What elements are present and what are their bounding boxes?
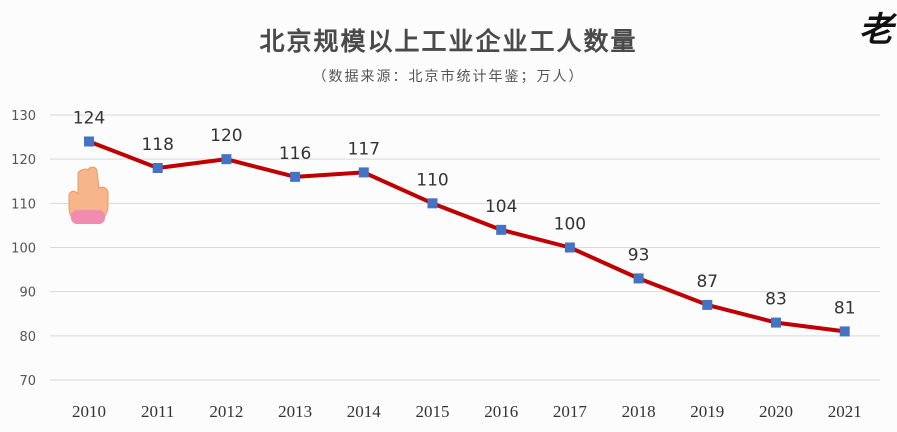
data-label: 81: [834, 298, 856, 318]
data-point: [633, 273, 644, 284]
x-tick-label: 2013: [278, 402, 312, 421]
series-workers: [88, 139, 845, 334]
data-point: [221, 154, 232, 165]
data-labels: 124 118 120 116 117 110 104 100 93 87 83 81: [73, 109, 856, 319]
series-markers: [84, 136, 850, 337]
x-tick-label: 2016: [484, 402, 518, 421]
grid-lines: [50, 114, 880, 381]
data-label: 116: [279, 144, 311, 164]
data-label: 124: [73, 109, 105, 129]
y-tick-label: 110: [11, 197, 36, 212]
chart-subtitle: （数据来源：北京市统计年鉴；万人）: [312, 69, 585, 85]
data-label: 120: [210, 126, 242, 146]
x-tick-label: 2019: [690, 402, 724, 421]
x-axis-ticks: 2010 2011 2012 2013 2014 2015 2016 2017 2018 2019…: [72, 402, 862, 421]
data-point: [839, 326, 850, 337]
data-label: 93: [628, 245, 650, 265]
corner-logo-mark: 老: [859, 10, 893, 50]
x-tick-label: 2017: [553, 402, 588, 421]
data-label: 104: [485, 197, 517, 217]
x-tick-label: 2011: [141, 402, 174, 421]
x-tick-label: 2010: [72, 402, 106, 421]
data-label: 117: [348, 139, 380, 159]
data-point: [496, 224, 507, 235]
x-tick-label: 2014: [347, 402, 382, 421]
y-tick-label: 130: [11, 109, 36, 124]
y-tick-label: 100: [11, 242, 36, 257]
series-line: [88, 139, 845, 334]
x-tick-label: 2018: [622, 402, 656, 421]
y-tick-label: 70: [19, 374, 36, 389]
y-tick-label: 90: [19, 286, 36, 301]
data-point: [84, 136, 94, 147]
pointing-hand-icon: [68, 166, 109, 224]
y-axis-ticks: 70 80 90 100 110 120 130: [11, 109, 36, 389]
data-point: [702, 299, 713, 310]
data-point: [427, 198, 438, 209]
data-label: 83: [765, 290, 787, 310]
x-tick-label: 2021: [828, 402, 862, 421]
data-point: [290, 171, 301, 182]
data-point: [358, 167, 369, 178]
data-label: 87: [696, 272, 718, 292]
data-label: 110: [416, 170, 448, 190]
y-tick-label: 80: [19, 330, 36, 345]
x-tick-label: 2020: [759, 402, 793, 421]
x-tick-label: 2015: [416, 402, 450, 421]
data-point: [564, 242, 575, 253]
y-tick-label: 120: [11, 153, 36, 168]
data-label: 118: [141, 135, 173, 155]
data-point: [152, 163, 163, 173]
data-label: 100: [554, 215, 586, 235]
chart-title: 北京规模以上工业企业工人数量: [259, 27, 638, 56]
data-point: [771, 317, 781, 328]
x-tick-label: 2012: [209, 402, 243, 421]
